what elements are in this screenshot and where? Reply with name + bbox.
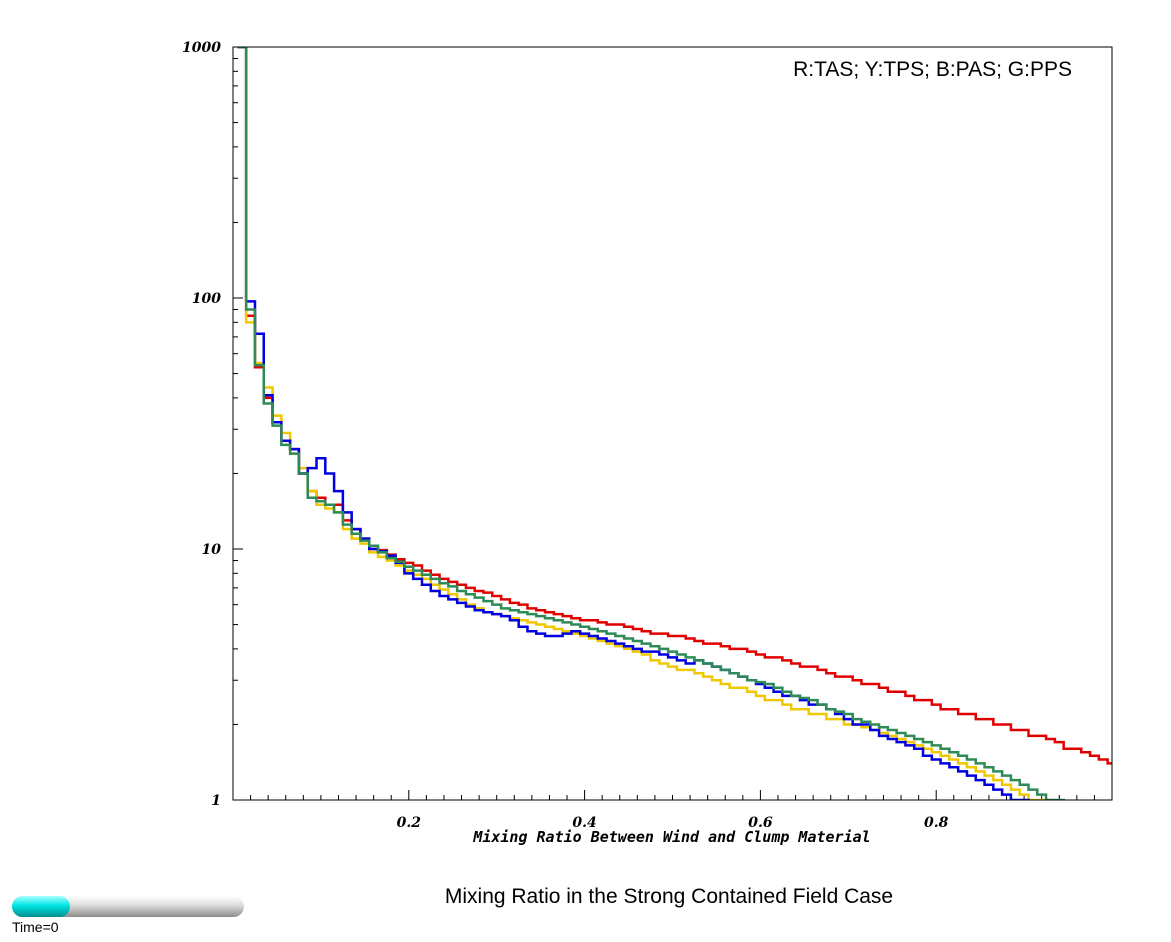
time-slider-track[interactable] <box>12 896 244 917</box>
y-tick-label: 100 <box>192 291 221 307</box>
x-axis-label: Mixing Ratio Between Wind and Clump Mate… <box>472 828 870 846</box>
series-line-0 <box>237 47 1112 765</box>
legend-text: R:TAS; Y:TPS; B:PAS; G:PPS <box>793 58 1072 81</box>
series-line-1 <box>237 47 1048 800</box>
y-tick-label: 1000 <box>182 40 221 56</box>
y-tick-label: 10 <box>202 542 222 558</box>
y-tick-label: 1 <box>211 793 221 809</box>
time-label: Time=0 <box>12 919 59 935</box>
plot-frame <box>232 46 1113 801</box>
x-tick-label: 0.2 <box>397 815 422 831</box>
time-slider[interactable] <box>12 896 244 917</box>
axis-tick-labels: 0.2 0.4 0.6 0.8 1 10 100 1000 <box>182 40 949 831</box>
series-line-2 <box>237 47 1030 800</box>
data-series <box>237 47 1112 800</box>
series-line-3 <box>237 47 1065 800</box>
axis-ticks <box>233 57 1095 801</box>
chart-title: Mixing Ratio in the Strong Contained Fie… <box>445 885 893 908</box>
x-tick-label: 0.4 <box>572 815 596 831</box>
time-slider-fill <box>12 896 70 917</box>
x-tick-label: 0.6 <box>748 815 773 831</box>
x-tick-label: 0.8 <box>924 815 949 831</box>
